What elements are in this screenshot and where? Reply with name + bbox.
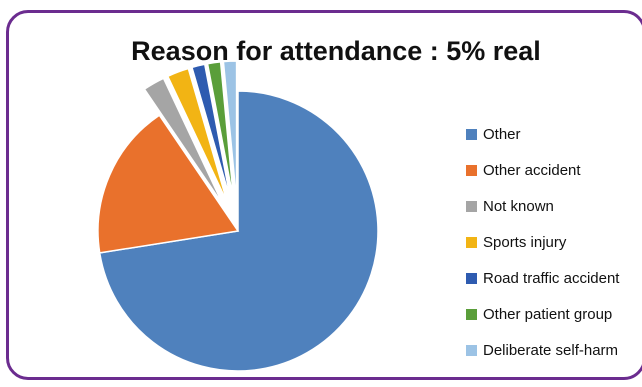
legend-label: Road traffic accident bbox=[483, 269, 620, 287]
legend-swatch bbox=[466, 308, 477, 320]
legend-item-deliberate-self-harm: Deliberate self-harm bbox=[466, 332, 619, 368]
legend-swatch bbox=[466, 272, 477, 284]
legend-item-road-traffic-accident: Road traffic accident bbox=[466, 260, 619, 296]
legend-label: Sports injury bbox=[483, 233, 567, 251]
chart-legend: Other Other accident Not known Sports injur… bbox=[466, 116, 619, 368]
pie-slice-not-known bbox=[143, 77, 224, 206]
legend-label: Other accident bbox=[483, 161, 581, 179]
legend-item-sports-injury: Sports injury bbox=[466, 224, 619, 260]
legend-swatch bbox=[466, 128, 477, 140]
pie-slice-sports-injury bbox=[166, 67, 229, 204]
chart-title: Reason for attendance : 5% real bbox=[131, 36, 541, 66]
legend-label: Not known bbox=[483, 197, 554, 215]
pie-slice-other-accident bbox=[97, 114, 240, 254]
legend-item-other-accident: Other accident bbox=[466, 152, 619, 188]
legend-item-not-known: Not known bbox=[466, 188, 619, 224]
legend-swatch bbox=[466, 344, 477, 356]
legend-item-other-patient-group: Other patient group bbox=[466, 296, 619, 332]
legend-swatch bbox=[466, 236, 477, 248]
legend-label: Deliberate self-harm bbox=[483, 341, 619, 359]
legend-label: Other patient group bbox=[483, 305, 613, 323]
legend-swatch bbox=[466, 200, 477, 212]
legend-label: Other bbox=[483, 125, 521, 143]
pie-slice-deliberate-self-harm bbox=[222, 60, 238, 202]
pie-slice-road-traffic-accident bbox=[191, 63, 232, 203]
legend-item-other: Other bbox=[466, 116, 619, 152]
pie-slice-other-patient-group bbox=[206, 61, 235, 202]
legend-swatch bbox=[466, 164, 477, 176]
